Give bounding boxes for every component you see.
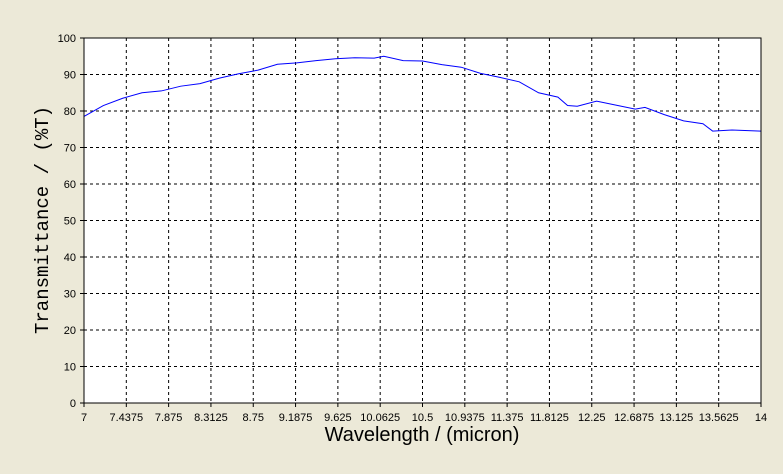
x-tick-label: 13.5625 bbox=[699, 412, 739, 424]
data-line bbox=[83, 55, 762, 132]
x-axis-label: Wavelength / (micron) bbox=[325, 424, 520, 446]
x-tick-label: 11.375 bbox=[491, 412, 524, 424]
y-tick-label: 30 bbox=[64, 289, 76, 301]
y-tick-label: 90 bbox=[64, 70, 76, 82]
y-tick-label: 40 bbox=[64, 252, 76, 264]
x-tick-label: 13.125 bbox=[660, 412, 694, 424]
x-tick-label: 7.875 bbox=[155, 412, 183, 424]
plot-border bbox=[83, 37, 762, 404]
y-tick-label: 70 bbox=[64, 143, 76, 155]
x-tick-label: 10.9375 bbox=[445, 412, 485, 424]
x-tick-label: 12.6875 bbox=[614, 412, 654, 424]
x-tick-label: 7.4375 bbox=[109, 412, 143, 424]
y-tick-label: 100 bbox=[58, 33, 76, 45]
y-tick-label: 20 bbox=[64, 325, 76, 337]
x-tick-label: 7 bbox=[81, 412, 87, 424]
marks bbox=[83, 55, 762, 132]
x-tick-label: 11.8125 bbox=[530, 412, 569, 424]
y-tick-label: 0 bbox=[70, 398, 76, 410]
x-tick-label: 12.25 bbox=[578, 412, 606, 424]
y-tick-label: 80 bbox=[64, 106, 76, 118]
x-tick-label: 8.75 bbox=[243, 412, 264, 424]
y-tick-label: 10 bbox=[64, 362, 76, 374]
x-tick-label: 10.5 bbox=[412, 412, 433, 424]
y-tick-label: 50 bbox=[64, 216, 76, 228]
x-tick-label: 8.3125 bbox=[194, 412, 228, 424]
x-tick-label: 9.1875 bbox=[279, 412, 313, 424]
y-tick-label: 60 bbox=[64, 179, 76, 191]
y-axis-label: Transmittance / (%T) bbox=[32, 106, 54, 334]
x-tick-label: 9.625 bbox=[324, 412, 352, 424]
x-tick-label: 10.0625 bbox=[360, 412, 400, 424]
x-tick-label: 14 bbox=[755, 412, 767, 424]
